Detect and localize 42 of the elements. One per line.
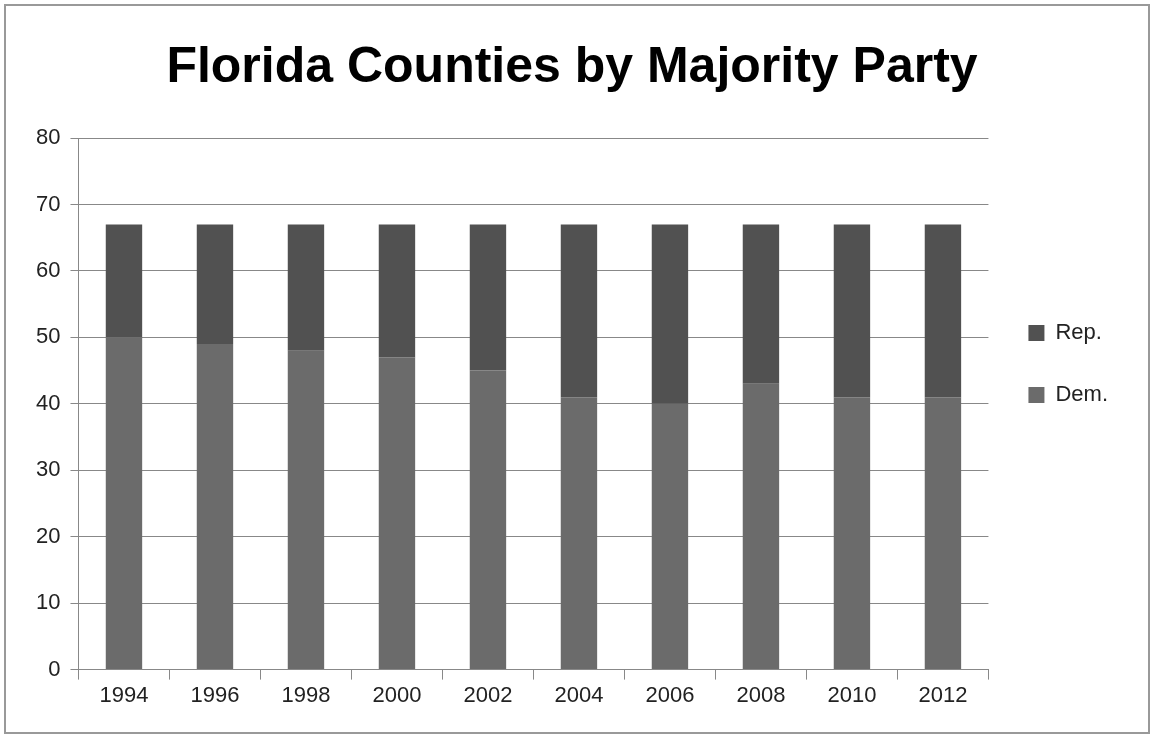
bar bbox=[378, 357, 416, 670]
x-tick-label: 2006 bbox=[645, 681, 695, 707]
bar bbox=[924, 397, 962, 670]
x-tick-label: 2000 bbox=[372, 681, 422, 707]
y-tick-label: 50 bbox=[35, 323, 61, 349]
y-tick-label: 70 bbox=[35, 190, 61, 216]
x-tick-label: 2002 bbox=[463, 681, 513, 707]
x-tick-label: 2010 bbox=[827, 681, 877, 707]
y-tick-label: 40 bbox=[35, 389, 61, 415]
bar bbox=[833, 224, 871, 398]
bar bbox=[105, 337, 143, 670]
x-tick-label: 1994 bbox=[99, 681, 149, 707]
legend-label: Rep. bbox=[1055, 319, 1102, 345]
y-tick-label: 10 bbox=[35, 589, 61, 615]
bar bbox=[742, 224, 780, 384]
y-tick-label: 30 bbox=[35, 456, 61, 482]
bar bbox=[287, 224, 325, 351]
y-tick-label: 60 bbox=[35, 256, 61, 282]
bar bbox=[105, 224, 143, 338]
bar bbox=[196, 224, 234, 344]
y-tick-label: 20 bbox=[35, 522, 61, 548]
bar bbox=[560, 397, 598, 670]
x-tick-label: 2012 bbox=[918, 681, 968, 707]
bar bbox=[469, 224, 507, 371]
x-tick-label: 2004 bbox=[554, 681, 604, 707]
bar bbox=[560, 224, 598, 398]
bar bbox=[378, 224, 416, 358]
bar bbox=[833, 397, 871, 670]
bar bbox=[742, 383, 780, 670]
bar bbox=[469, 370, 507, 670]
y-tick-label: 0 bbox=[48, 655, 61, 681]
bar bbox=[287, 350, 325, 670]
x-tick-label: 1998 bbox=[281, 681, 331, 707]
bar bbox=[651, 224, 689, 404]
bar bbox=[196, 344, 234, 670]
x-tick-label: 1996 bbox=[190, 681, 240, 707]
bar bbox=[924, 224, 962, 398]
x-tick-label: 2008 bbox=[736, 681, 786, 707]
chart-title: Florida Counties by Majority Party bbox=[166, 36, 978, 93]
legend-label: Dem. bbox=[1055, 381, 1108, 407]
bar bbox=[651, 403, 689, 670]
y-tick-label: 80 bbox=[35, 124, 61, 150]
